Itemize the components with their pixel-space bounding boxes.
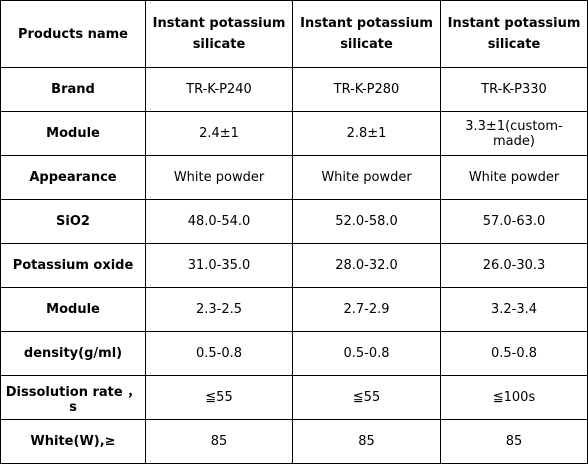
header-cell: Instant potassium silicate <box>292 0 441 68</box>
table-cell: 3.3±1(custom-made) <box>440 111 588 156</box>
table-cell: 2.4±1 <box>145 111 293 156</box>
table-cell: 57.0-63.0 <box>440 199 588 244</box>
table-cell: 2.3-2.5 <box>145 287 293 332</box>
table-row: Module 2.3-2.5 2.7-2.9 3.2-3.4 <box>0 287 588 332</box>
row-label: Module <box>0 111 146 156</box>
header-row: Products name Instant potassium silicate I… <box>0 0 588 68</box>
row-label: Module <box>0 287 146 332</box>
table-cell: 2.8±1 <box>292 111 441 156</box>
table-row: White(W),≥ 85 85 85 <box>0 419 588 464</box>
table-cell: 0.5-0.8 <box>145 331 293 376</box>
table-cell: TR-K-P280 <box>292 67 441 112</box>
table-cell: 2.7-2.9 <box>292 287 441 332</box>
table-cell: ≦55 <box>292 375 441 420</box>
table-row: SiO2 48.0-54.0 52.0-58.0 57.0-63.0 <box>0 199 588 244</box>
row-label: Dissolution rate ， s <box>0 375 146 420</box>
table-cell: 48.0-54.0 <box>145 199 293 244</box>
table-cell: 52.0-58.0 <box>292 199 441 244</box>
table-row: Appearance White powder White powder White … <box>0 155 588 200</box>
row-label: Appearance <box>0 155 146 200</box>
table-cell: TR-K-P240 <box>145 67 293 112</box>
header-cell: Products name <box>0 0 146 68</box>
table-row: Module 2.4±1 2.8±1 3.3±1(custom-made) <box>0 111 588 156</box>
row-label: Potassium oxide <box>0 243 146 288</box>
table-cell: White powder <box>292 155 441 200</box>
table-cell: 85 <box>440 419 588 464</box>
table-cell: 31.0-35.0 <box>145 243 293 288</box>
table-row: Brand TR-K-P240 TR-K-P280 TR-K-P330 <box>0 67 588 112</box>
table-cell: TR-K-P330 <box>440 67 588 112</box>
row-label: density(g/ml) <box>0 331 146 376</box>
row-label: Brand <box>0 67 146 112</box>
header-cell: Instant potassium silicate <box>440 0 588 68</box>
table-cell: 0.5-0.8 <box>440 331 588 376</box>
row-label: White(W),≥ <box>0 419 146 464</box>
table-cell: 85 <box>292 419 441 464</box>
table-row: Dissolution rate ， s ≦55 ≦55 ≦100s <box>0 375 588 420</box>
table-row: density(g/ml) 0.5-0.8 0.5-0.8 0.5-0.8 <box>0 331 588 376</box>
table-row: Potassium oxide 31.0-35.0 28.0-32.0 26.0-30… <box>0 243 588 288</box>
header-cell: Instant potassium silicate <box>145 0 293 68</box>
table-cell: 28.0-32.0 <box>292 243 441 288</box>
row-label: SiO2 <box>0 199 146 244</box>
table-cell: 3.2-3.4 <box>440 287 588 332</box>
table-cell: ≦55 <box>145 375 293 420</box>
table-cell: White powder <box>440 155 588 200</box>
table-cell: 0.5-0.8 <box>292 331 441 376</box>
table-cell: ≦100s <box>440 375 588 420</box>
table-cell: 85 <box>145 419 293 464</box>
table-cell: 26.0-30.3 <box>440 243 588 288</box>
table-cell: White powder <box>145 155 293 200</box>
